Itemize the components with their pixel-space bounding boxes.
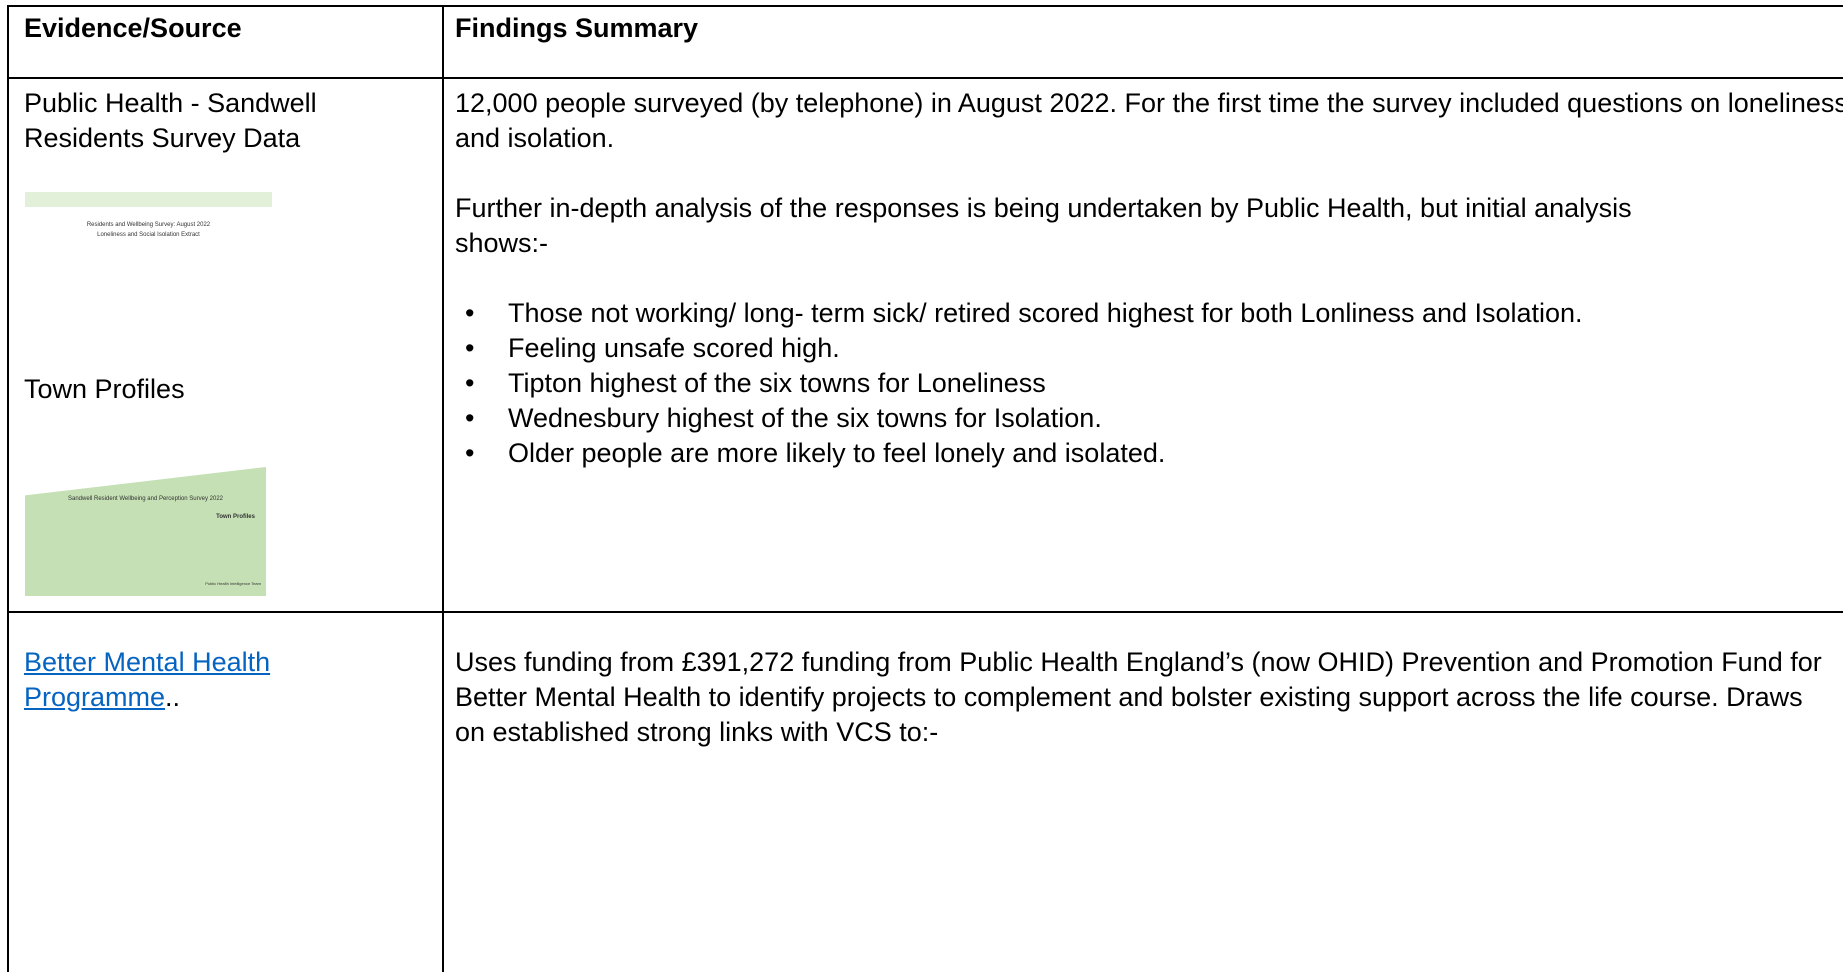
- thumbnail-text: Public Health Intelligence Team: [125, 579, 261, 589]
- column-border: [442, 5, 444, 972]
- page: Evidence/Source Findings Summary Public …: [0, 0, 1843, 972]
- thumbnail-text: Residents and Wellbeing Survey: August 2…: [25, 220, 272, 230]
- source-suffix: ..: [165, 682, 180, 712]
- source-text: Town Profiles: [24, 372, 185, 407]
- thumbnail-text: Town Profiles: [145, 512, 255, 522]
- source-text: Better Mental Health Programme..: [24, 645, 344, 715]
- thumbnail-band: [25, 192, 272, 207]
- source-link[interactable]: Better Mental Health Programme: [24, 647, 270, 712]
- source-text: Public Health - Sandwell Residents Surve…: [24, 86, 424, 156]
- findings-text: 12,000 people surveyed (by telephone) in…: [455, 86, 1843, 471]
- row-border: [7, 611, 1843, 613]
- bullet: Wednesbury highest of the six towns for …: [455, 401, 1843, 436]
- table-border: [7, 5, 1843, 7]
- thumbnail: Sandwell Resident Wellbeing and Percepti…: [25, 467, 266, 596]
- thumbnail-text: Loneliness and Social Isolation Extract: [25, 230, 272, 240]
- findings-text: Uses funding from £391,272 funding from …: [455, 645, 1840, 750]
- bullet: Those not working/ long- term sick/ reti…: [455, 296, 1843, 331]
- bullet: Feeling unsafe scored high.: [455, 331, 1843, 366]
- paragraph: 12,000 people surveyed (by telephone) in…: [455, 86, 1843, 156]
- header-cell: Findings Summary: [455, 11, 698, 46]
- thumbnail: Residents and Wellbeing Survey: August 2…: [25, 220, 272, 240]
- table-border: [7, 5, 9, 972]
- bullet-list: Those not working/ long- term sick/ reti…: [455, 296, 1843, 471]
- bullet: Tipton highest of the six towns for Lone…: [455, 366, 1843, 401]
- row-border: [7, 77, 1843, 79]
- paragraph: Further in-depth analysis of the respons…: [455, 191, 1635, 261]
- header-cell: Evidence/Source: [24, 11, 242, 46]
- bullet: Older people are more likely to feel lon…: [455, 436, 1843, 471]
- paragraph: Uses funding from £391,272 funding from …: [455, 645, 1840, 750]
- thumbnail-text: Sandwell Resident Wellbeing and Percepti…: [25, 494, 266, 504]
